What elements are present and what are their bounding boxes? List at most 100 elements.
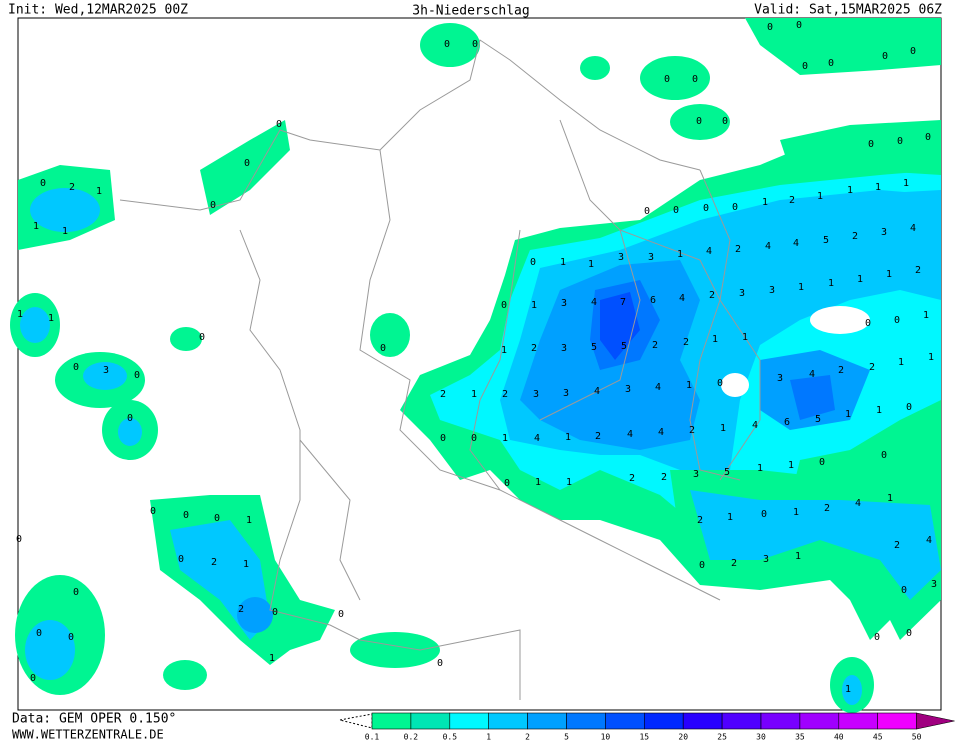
- precip-label: 2: [709, 290, 715, 301]
- precip-fields: [10, 18, 941, 713]
- valid-time: Valid: Sat,15MAR2025 06Z: [754, 3, 942, 18]
- precip-label: 3: [561, 298, 567, 309]
- precip-label: 0: [504, 478, 510, 489]
- precip-label: 2: [502, 389, 508, 400]
- colorbar-label: 25: [717, 733, 727, 741]
- precip-label: 3: [561, 343, 567, 354]
- precip-label: 0: [437, 658, 443, 669]
- precip-label: 4: [855, 498, 861, 509]
- colorbar-label: 40: [834, 733, 844, 741]
- precip-label: 0: [68, 632, 74, 643]
- colorbar-label: 50: [912, 733, 922, 741]
- precip-label: 3: [533, 389, 539, 400]
- precip-label: 0: [882, 51, 888, 62]
- precip-label: 0: [761, 509, 767, 520]
- precip-label: 0: [767, 22, 773, 33]
- precip-label: 3: [103, 365, 109, 376]
- precip-label: 1: [712, 334, 718, 345]
- precip-label: 0: [644, 206, 650, 217]
- colorbar-start: [339, 713, 373, 729]
- precip-label: 1: [96, 186, 102, 197]
- precip-label: 0: [30, 673, 36, 684]
- borders: [119, 39, 761, 700]
- colorbar-label: 10: [601, 733, 611, 741]
- precip-label: 0: [692, 74, 698, 85]
- precip-label: 0: [828, 58, 834, 69]
- precip-label: 0: [673, 205, 679, 216]
- precip-label: 0: [471, 433, 477, 444]
- colorbar-label: 1: [486, 733, 491, 741]
- precip-label: 0: [134, 370, 140, 381]
- precip-label: 1: [243, 559, 249, 570]
- precip-label: 3: [777, 373, 783, 384]
- precip-label: 1: [757, 463, 763, 474]
- precip-label: 1: [762, 197, 768, 208]
- init-time: Init: Wed,12MAR2025 00Z: [8, 3, 188, 18]
- precip-label: 1: [471, 389, 477, 400]
- precip-label: 0: [73, 587, 79, 598]
- precip-label: 3: [693, 469, 699, 480]
- precip-label: 2: [731, 558, 737, 569]
- precip-label: 7: [620, 297, 626, 308]
- precip-label: 1: [502, 433, 508, 444]
- precip-label: 4: [706, 246, 712, 257]
- precip-label: 3: [625, 384, 631, 395]
- precip-label: 0: [703, 203, 709, 214]
- colorbar-box: [371, 712, 412, 730]
- precip-label: 2: [652, 340, 658, 351]
- precip-label: 0: [244, 158, 250, 169]
- precip-label: 2: [531, 343, 537, 354]
- precip-label: 0: [444, 39, 450, 50]
- precip-label: 0: [664, 74, 670, 85]
- precip-label: 4: [793, 238, 799, 249]
- precip-label: 6: [650, 295, 656, 306]
- precip-label: 0: [874, 632, 880, 643]
- precip-label: 2: [238, 604, 244, 615]
- precip-label: 1: [565, 432, 571, 443]
- precip-label: 0: [501, 300, 507, 311]
- precip-label: 2: [894, 540, 900, 551]
- precip-label: 0: [210, 200, 216, 211]
- colorbar-box: [721, 712, 762, 730]
- precip-label: 1: [817, 191, 823, 202]
- colorbar-label: 0.5: [443, 733, 458, 741]
- precip-label: 0: [717, 378, 723, 389]
- precip-label: 1: [720, 423, 726, 434]
- precip-label: 1: [62, 226, 68, 237]
- precip-label: 3: [931, 579, 937, 590]
- precip-label: 1: [269, 653, 275, 664]
- precip-label: 2: [824, 503, 830, 514]
- precip-label: 0: [802, 61, 808, 72]
- precip-label: 2: [661, 472, 667, 483]
- precip-label: 3: [739, 288, 745, 299]
- precip-label: 1: [887, 493, 893, 504]
- precip-label: 4: [765, 241, 771, 252]
- precip-label: 1: [928, 352, 934, 363]
- precip-label: 1: [795, 551, 801, 562]
- map-labels: 0 0 0 0 0 0 0 0 0 0 0 0 0 0 0 0 2 1 1 1 1 1 0 0 0 3 0 0 0 0 0 0 1 2 1 1 1 1 0 0…: [16, 20, 937, 695]
- colorbar-box: [682, 712, 723, 730]
- precip-label: 0: [276, 119, 282, 130]
- precip-label: 1: [847, 185, 853, 196]
- map-title: 3h-Niederschlag: [412, 4, 529, 19]
- precip-label: 0: [40, 178, 46, 189]
- precip-label: 2: [838, 365, 844, 376]
- precip-label: 0: [901, 585, 907, 596]
- precip-label: 1: [857, 274, 863, 285]
- precip-label: 1: [686, 380, 692, 391]
- precip-label: 1: [677, 249, 683, 260]
- precip-label: 4: [679, 293, 685, 304]
- data-source: Data: GEM OPER 0.150°: [12, 712, 176, 727]
- colorbar-box: [410, 712, 451, 730]
- precip-label: 5: [591, 342, 597, 353]
- precip-label: 0: [696, 116, 702, 127]
- precip-label: 2: [440, 389, 446, 400]
- colorbar-box: [760, 712, 801, 730]
- precip-label: 1: [793, 507, 799, 518]
- precip-label: 0: [73, 362, 79, 373]
- precip-label: 2: [915, 265, 921, 276]
- colorbar-label: 2: [525, 733, 530, 741]
- colorbar-box: [838, 712, 878, 730]
- precip-label: 1: [886, 269, 892, 280]
- precip-label: 2: [789, 195, 795, 206]
